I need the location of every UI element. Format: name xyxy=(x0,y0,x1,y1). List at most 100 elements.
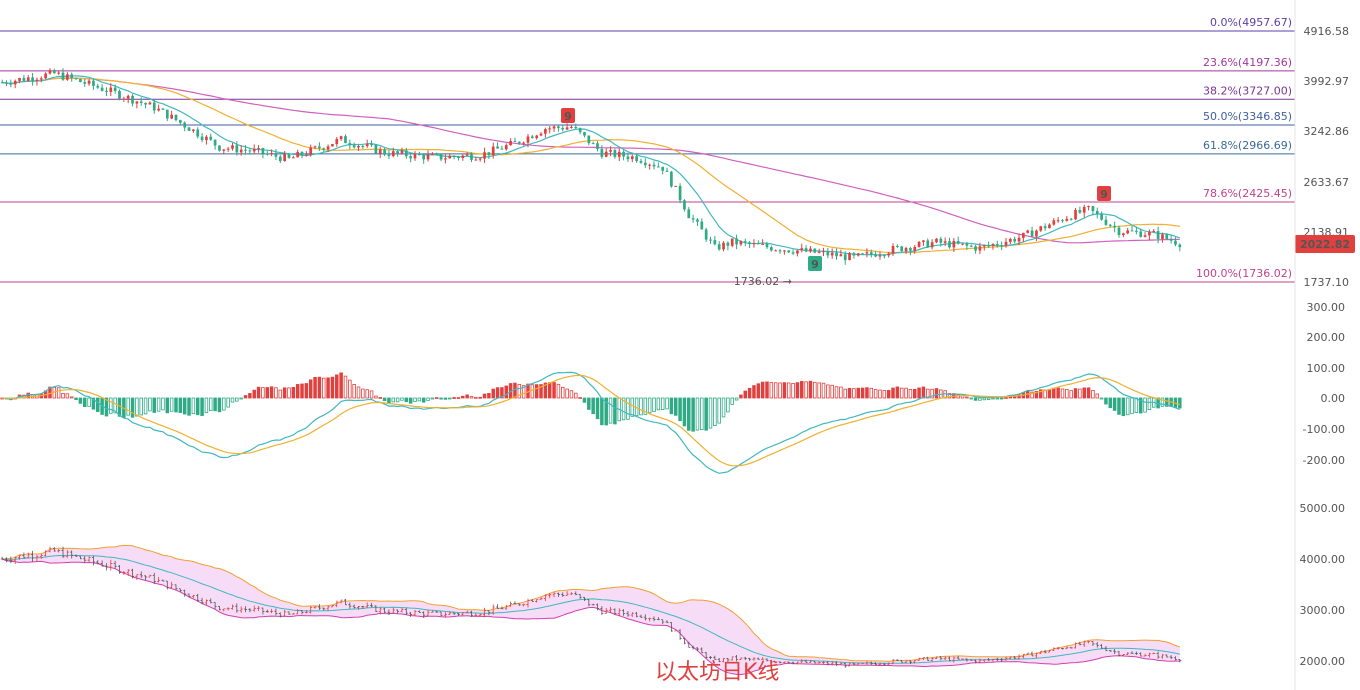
macd-histogram-bar xyxy=(600,397,604,426)
candle-body xyxy=(900,246,904,252)
macd-histogram-bar xyxy=(274,387,278,399)
macd-histogram-bar xyxy=(378,397,382,399)
macd-histogram-bar xyxy=(752,385,756,399)
macd-histogram-bar xyxy=(978,397,982,401)
candle-body xyxy=(696,219,699,222)
candle-body xyxy=(730,238,734,246)
candle-body xyxy=(578,128,582,133)
candle-body xyxy=(418,153,421,156)
candle-body xyxy=(174,114,178,121)
fib-label-3: 50.0%(3346.85) xyxy=(1203,110,1292,123)
candle-body xyxy=(274,153,278,157)
candle-body xyxy=(200,136,204,141)
candle-body xyxy=(952,241,956,248)
macd-histogram-bar xyxy=(109,397,113,414)
macd-histogram-bar xyxy=(912,388,917,399)
candle-body xyxy=(131,95,134,104)
candle-body xyxy=(548,128,552,130)
candle-body xyxy=(283,154,286,161)
macd-histogram-bar xyxy=(630,397,635,417)
macd-histogram-bar xyxy=(78,397,83,404)
candle-body xyxy=(922,240,925,242)
macd-histogram-bar xyxy=(839,386,843,399)
macd-tick-3: 0.00 xyxy=(1321,392,1346,405)
fib-label-2: 38.2%(3727.00) xyxy=(1203,84,1292,97)
candle-body xyxy=(305,154,308,156)
candle-body xyxy=(92,80,95,86)
candle-body xyxy=(1152,231,1156,233)
candle-body xyxy=(583,132,586,136)
macd-histogram-bar xyxy=(96,397,100,412)
macd-histogram-bar xyxy=(200,397,204,416)
macd-tick-0: 300.00 xyxy=(1307,301,1346,314)
macd-histogram-bar xyxy=(326,377,330,399)
candle-body xyxy=(1178,244,1182,248)
candle-body xyxy=(439,154,443,160)
macd-dea-line xyxy=(2,374,1180,467)
macd-histogram-bar xyxy=(769,382,774,399)
candle-body xyxy=(787,250,791,253)
candle-body xyxy=(335,139,339,145)
candle-body xyxy=(709,239,712,241)
macd-histogram-bar xyxy=(660,397,665,410)
candle-body xyxy=(209,136,213,140)
candle-body xyxy=(539,133,543,136)
candle-body xyxy=(1126,230,1130,234)
candle-body xyxy=(313,146,317,148)
candle-body xyxy=(35,79,39,81)
candle-body xyxy=(509,141,512,146)
macd-histogram-bar xyxy=(817,382,821,399)
candle-body xyxy=(665,170,669,172)
candle-body xyxy=(457,156,460,158)
macd-histogram-bar xyxy=(61,393,65,399)
macd-histogram-bar xyxy=(295,384,300,399)
macd-histogram-bar xyxy=(673,397,678,416)
macd-histogram-bar xyxy=(891,387,895,399)
macd-histogram-bar xyxy=(878,389,882,399)
macd-histogram-bar xyxy=(1086,387,1091,399)
candle-body xyxy=(765,243,769,248)
macd-histogram-bar xyxy=(795,382,800,399)
candle-body xyxy=(31,77,34,81)
macd-histogram-bar xyxy=(856,387,861,399)
candle-body xyxy=(1139,231,1143,237)
macd-histogram-bar xyxy=(591,397,595,415)
macd-histogram-bar xyxy=(708,397,713,429)
boll-tick-1: 4000.00 xyxy=(1300,553,1346,566)
candle-body xyxy=(1035,230,1038,237)
td-marker-label-2: 9 xyxy=(811,258,819,271)
macd-histogram-bar xyxy=(348,379,352,399)
macd-histogram-bar xyxy=(321,377,326,399)
candle-body xyxy=(948,241,951,248)
macd-histogram-bar xyxy=(908,389,913,399)
candle-body xyxy=(448,155,452,159)
candle-body xyxy=(1017,237,1021,242)
macd-tick-4: -100.00 xyxy=(1303,423,1345,436)
candle-body xyxy=(1135,230,1138,232)
macd-histogram-bar xyxy=(1060,388,1065,399)
candle-body xyxy=(661,166,665,171)
candle-body xyxy=(161,108,165,110)
candle-body xyxy=(422,155,426,160)
candle-body xyxy=(452,155,456,157)
macd-histogram-bar xyxy=(152,397,157,413)
price-tick-1: 3992.97 xyxy=(1304,75,1350,88)
macd-histogram-bar xyxy=(1138,397,1143,414)
candle-body xyxy=(178,120,182,123)
macd-histogram-bar xyxy=(873,389,878,399)
macd-histogram-bar xyxy=(773,382,778,399)
macd-tick-5: -200.00 xyxy=(1303,454,1345,467)
candle-body xyxy=(726,242,730,246)
candle-body xyxy=(1087,206,1090,208)
candle-body xyxy=(517,141,521,144)
candle-body xyxy=(213,139,217,146)
macd-histogram-bar xyxy=(1039,389,1043,399)
candle-body xyxy=(109,87,113,92)
macd-histogram-bar xyxy=(469,396,474,399)
macd-histogram-bar xyxy=(691,397,695,432)
candle-body xyxy=(52,70,56,74)
macd-histogram-bar xyxy=(621,397,626,421)
macd-histogram-bar xyxy=(647,397,652,414)
macd-histogram-bar xyxy=(747,387,752,399)
